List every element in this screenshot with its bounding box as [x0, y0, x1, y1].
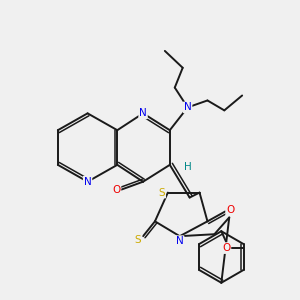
Text: N: N	[84, 177, 92, 187]
Text: N: N	[176, 236, 184, 246]
Text: N: N	[139, 108, 147, 118]
Text: O: O	[226, 206, 234, 215]
Text: O: O	[112, 184, 120, 195]
Text: O: O	[222, 243, 230, 253]
Text: H: H	[184, 162, 191, 172]
Text: N: N	[184, 102, 191, 112]
Text: S: S	[135, 235, 141, 245]
Text: S: S	[159, 188, 165, 198]
